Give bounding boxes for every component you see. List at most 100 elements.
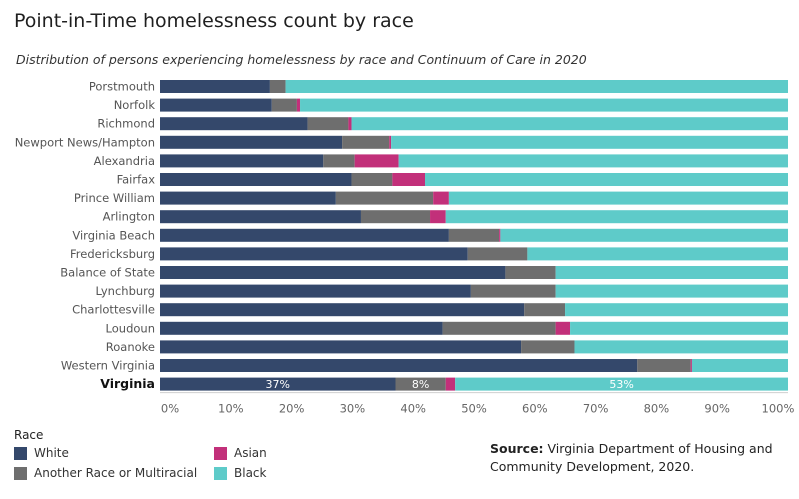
legend-label-asian: Asian [234,446,267,460]
category-label-loudoun: Loudoun [106,321,155,335]
x-tick-6: 60% [522,402,548,416]
category-label-lynchburg: Lynchburg [96,284,155,298]
category-label-norfolk: Norfolk [114,98,156,112]
bar-loudoun-black[interactable] [570,321,788,335]
bar-arlington-white[interactable] [160,210,361,224]
bar-alexandria-another-race-or-multiracial[interactable] [323,154,355,168]
bar-norfolk-black[interactable] [300,98,788,112]
bar-newport-news-hampton-white[interactable] [160,135,343,149]
legend-swatch-asian [214,446,227,460]
x-tick-10: 100% [762,402,795,416]
category-label-fairfax: Fairfax [117,173,156,187]
x-tick-4: 40% [400,402,426,416]
legend-swatch-white [14,446,27,460]
bar-western-virginia-asian[interactable] [690,359,692,372]
category-label-western-virginia: Western Virginia [61,359,155,373]
x-tick-5: 50% [461,402,487,416]
bar-roanoke-white[interactable] [160,340,522,354]
data-label-virginia-another-race-or-multiracial: 8% [412,378,429,391]
bar-western-virginia-another-race-or-multiracial[interactable] [637,359,691,372]
legend-item-white[interactable]: White [14,446,214,460]
bar-prince-william-black[interactable] [448,191,788,205]
bar-prince-william-another-race-or-multiracial[interactable] [335,191,434,205]
category-label-porstmouth: Porstmouth [89,80,155,94]
bar-prince-william-asian[interactable] [433,191,449,205]
bar-fredericksburg-black[interactable] [527,247,788,261]
bar-alexandria-white[interactable] [160,154,324,168]
x-tick-8: 80% [644,402,670,416]
bar-balance-of-state-another-race-or-multiracial[interactable] [505,266,556,279]
bar-lynchburg-white[interactable] [160,284,471,298]
bar-norfolk-white[interactable] [160,98,272,112]
bar-richmond-asian[interactable] [348,117,352,131]
bar-fairfax-black[interactable] [425,173,788,186]
legend-item-another-race[interactable]: Another Race or Multiracial [14,466,214,480]
bar-alexandria-black[interactable] [398,154,788,168]
bar-virginia-beach-another-race-or-multiracial[interactable] [448,228,500,242]
legend-title: Race [14,428,44,442]
chart-subtitle: Distribution of persons experiencing hom… [16,52,587,67]
bar-charlottesville-white[interactable] [160,303,525,317]
bar-porstmouth-white[interactable] [160,80,270,93]
bar-newport-news-hampton-asian[interactable] [389,135,392,149]
bar-fredericksburg-another-race-or-multiracial[interactable] [467,247,528,261]
legend-swatch-another-race [14,466,27,480]
bar-western-virginia-white[interactable] [160,359,638,372]
bar-norfolk-another-race-or-multiracial[interactable] [271,98,297,112]
bar-richmond-white[interactable] [160,117,308,131]
bar-virginia-another-race-or-multiracial[interactable] [395,377,446,391]
bar-prince-william-white[interactable] [160,191,336,205]
bar-balance-of-state-black[interactable] [555,266,788,279]
bar-western-virginia-black[interactable] [691,359,788,372]
source-text: Virginia Department of Housing and Commu… [490,441,773,474]
bar-virginia-asian[interactable] [445,377,456,391]
bar-virginia-white[interactable] [160,377,396,391]
bar-balance-of-state-white[interactable] [160,266,506,279]
category-label-virginia-beach: Virginia Beach [72,228,155,242]
category-label-richmond: Richmond [97,117,155,131]
bar-loudoun-white[interactable] [160,321,443,335]
bar-loudoun-another-race-or-multiracial[interactable] [442,321,556,335]
bar-charlottesville-another-race-or-multiracial[interactable] [524,303,566,317]
bar-fredericksburg-white[interactable] [160,247,468,261]
bar-lynchburg-another-race-or-multiracial[interactable] [470,284,556,298]
bar-fairfax-another-race-or-multiracial[interactable] [351,173,393,186]
bar-virginia-beach-asian[interactable] [499,228,501,242]
legend-item-asian[interactable]: Asian [214,446,354,460]
bar-newport-news-hampton-black[interactable] [391,135,788,149]
x-tick-2: 20% [279,402,305,416]
bar-alexandria-asian[interactable] [354,154,399,168]
legend-item-black[interactable]: Black [214,466,354,480]
bar-newport-news-hampton-another-race-or-multiracial[interactable] [342,135,390,149]
bar-fairfax-white[interactable] [160,173,352,186]
bar-loudoun-asian[interactable] [555,321,571,335]
bar-arlington-black[interactable] [445,210,788,224]
bar-richmond-another-race-or-multiracial[interactable] [307,117,349,131]
bar-virginia-beach-white[interactable] [160,228,449,242]
category-label-prince-william: Prince William [74,191,155,205]
bar-fairfax-asian[interactable] [392,173,426,186]
category-label-balance-of-state: Balance of State [60,266,155,280]
bar-lynchburg-black[interactable] [555,284,788,298]
legend-swatch-black [214,466,227,480]
bar-virginia-black[interactable] [455,377,788,391]
legend-label-white: White [34,446,69,460]
data-label-virginia-white: 37% [266,378,290,391]
bar-charlottesville-black[interactable] [565,303,788,317]
category-label-fredericksburg: Fredericksburg [70,247,155,261]
bar-arlington-another-race-or-multiracial[interactable] [360,210,431,224]
bar-norfolk-asian[interactable] [296,98,301,112]
category-label-charlottesville: Charlottesville [72,303,155,317]
x-tick-0: 0% [161,402,179,416]
legend-label-another-race: Another Race or Multiracial [34,466,198,480]
bar-roanoke-black[interactable] [574,340,788,354]
legend-label-black: Black [234,466,267,480]
bar-arlington-asian[interactable] [430,210,446,224]
bar-porstmouth-black[interactable] [285,80,788,93]
bar-richmond-black[interactable] [351,117,788,131]
bar-roanoke-another-race-or-multiracial[interactable] [521,340,575,354]
bar-porstmouth-another-race-or-multiracial[interactable] [269,80,286,93]
category-label-roanoke: Roanoke [106,340,155,354]
bar-virginia-beach-black[interactable] [500,228,788,242]
x-tick-9: 90% [704,402,730,416]
